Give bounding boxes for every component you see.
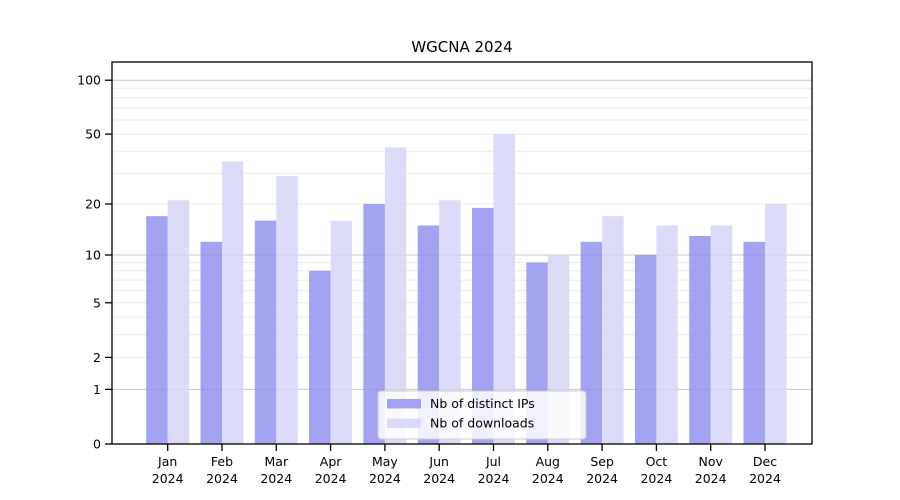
bar-oct-downloads — [656, 225, 678, 444]
x-tick-label-nov: Nov 2024 — [695, 454, 727, 486]
y-tick-label-20: 20 — [85, 197, 101, 212]
plot-border — [111, 61, 813, 445]
legend-swatch-downloads — [387, 418, 421, 428]
bar-feb-downloads — [222, 161, 244, 444]
bar-mar-downloads — [276, 175, 298, 444]
x-tick-label-jul: Jul 2024 — [478, 454, 510, 486]
x-tick-label-apr: Apr 2024 — [315, 454, 347, 486]
x-tick-label-feb: Feb 2024 — [206, 454, 238, 486]
bar-jan-downloads — [167, 200, 190, 444]
legend-box — [377, 390, 587, 440]
legend-label-ips: Nb of distinct IPs — [430, 396, 535, 411]
y-tick-label-2: 2 — [93, 350, 101, 365]
bar-nov-ips — [689, 235, 711, 444]
y-tick-label-5: 5 — [93, 295, 101, 310]
x-tick-label-jun: Jun 2024 — [423, 454, 455, 486]
y-tick-label-1: 1 — [93, 382, 101, 397]
bar-mar-ips — [254, 220, 277, 444]
bar-may-downloads — [384, 147, 407, 444]
x-tick-label-mar: Mar 2024 — [260, 454, 292, 486]
x-tick-label-oct: Oct 2024 — [640, 454, 672, 486]
bar-jun-downloads — [439, 200, 461, 444]
bar-nov-downloads — [710, 225, 733, 444]
y-tick-label-10: 10 — [85, 247, 101, 262]
axes: 0 1 2 5 10 20 50 100 Jan 2024 Feb 2024 Mar 2024 Apr 202… — [77, 61, 813, 486]
bar-oct-ips — [634, 254, 657, 444]
legend-label-downloads: Nb of downloads — [430, 416, 534, 431]
chart-title: WGCNA 2024 — [411, 38, 512, 56]
y-tick-label-50: 50 — [85, 127, 101, 142]
x-tick-label-dec: Dec 2024 — [749, 454, 781, 486]
bar-may-ips — [363, 204, 385, 444]
legend-swatch-ips — [387, 399, 421, 409]
bar-sep-downloads — [602, 216, 624, 444]
bar-jul-downloads — [493, 134, 515, 444]
bar-jan-ips — [146, 216, 168, 444]
bar-apr-ips — [309, 270, 331, 444]
bar-dec-downloads — [765, 204, 787, 444]
bars — [146, 134, 787, 444]
bar-apr-downloads — [330, 220, 353, 444]
bar-jul-ips — [472, 207, 494, 444]
y-tick-label-0: 0 — [93, 437, 101, 452]
bar-jun-ips — [417, 225, 440, 444]
legend: Nb of distinct IPs Nb of downloads — [377, 390, 587, 440]
x-tick-label-sep: Sep 2024 — [586, 454, 618, 486]
x-tick-label-may: May 2024 — [369, 454, 401, 486]
bar-dec-ips — [743, 241, 765, 444]
y-tick-label-100: 100 — [77, 73, 101, 88]
x-tick-label-jan: Jan 2024 — [152, 454, 184, 486]
x-tick-label-aug: Aug 2024 — [532, 454, 564, 486]
bar-feb-ips — [200, 241, 222, 444]
